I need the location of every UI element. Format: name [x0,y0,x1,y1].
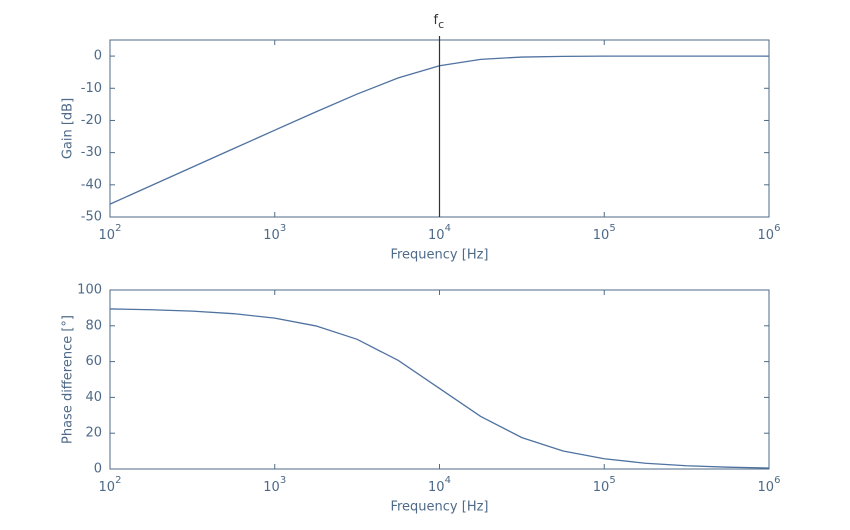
tick-base: 10 [263,228,280,243]
x-tick-label: 106 [758,475,781,495]
axes-frame [109,289,770,470]
tick-exponent: 6 [774,475,780,486]
x-tick-label: 103 [263,223,286,243]
tick-base: 10 [428,480,445,495]
tick-base: 10 [99,228,116,243]
tick-base: 10 [263,480,280,495]
y-tick-label: 80 [85,318,102,333]
x-tick-label: 102 [99,223,122,243]
y-tick-label: 100 [77,283,102,298]
x-tick-label: 102 [99,475,122,495]
y-axis-label: Gain [dB] [61,98,76,159]
y-tick-label: -20 [81,113,102,128]
tick-exponent: 2 [115,475,121,486]
x-tick-label: 104 [428,475,451,495]
y-tick-label: 20 [85,426,102,441]
y-tick-label: 0 [94,462,102,477]
tick-exponent: 5 [609,223,615,234]
tick-base: 10 [758,228,775,243]
x-tick-label: 104 [428,223,451,243]
annotation-sub: c [438,18,444,31]
x-axis-label: Frequency [Hz] [390,248,488,263]
tick-base: 10 [428,228,445,243]
tick-base: 10 [99,480,116,495]
y-tick-label: 0 [94,49,102,64]
tick-exponent: 5 [609,475,615,486]
y-tick-label: -10 [81,81,102,96]
tick-exponent: 2 [115,223,121,234]
tick-base: 10 [593,480,610,495]
y-axis-label: Phase difference [°] [61,315,76,444]
tick-base: 10 [758,480,775,495]
tick-exponent: 6 [774,223,780,234]
annotation: fc [434,13,445,32]
x-tick-label: 106 [758,223,781,243]
line-series [109,308,770,469]
x-tick-label: 105 [593,475,616,495]
y-tick-label: 60 [85,354,102,369]
annotation-main: f [434,13,439,28]
tick-exponent: 3 [280,475,286,486]
y-tick-label: -50 [81,210,102,225]
x-tick-label: 103 [263,475,286,495]
tick-exponent: 4 [445,223,451,234]
y-tick-label: -40 [81,177,102,192]
y-tick-label: 40 [85,390,102,405]
tick-exponent: 4 [445,475,451,486]
x-axis-label: Frequency [Hz] [390,500,488,515]
y-tick-label: -30 [81,145,102,160]
x-tick-label: 105 [593,223,616,243]
tick-base: 10 [593,228,610,243]
tick-exponent: 3 [280,223,286,234]
